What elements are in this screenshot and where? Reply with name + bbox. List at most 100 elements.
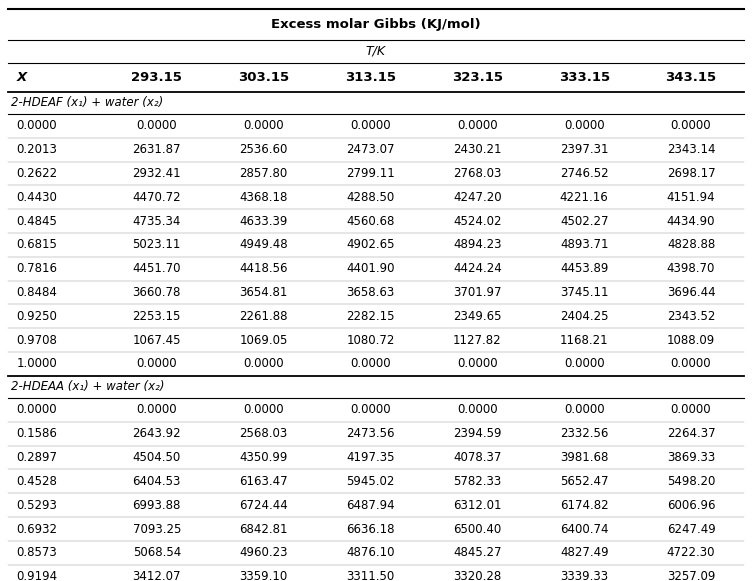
Text: 4078.37: 4078.37 <box>453 451 502 464</box>
Text: 4398.70: 4398.70 <box>667 262 715 275</box>
Text: 4845.27: 4845.27 <box>453 546 502 560</box>
Text: 1.0000: 1.0000 <box>17 357 57 371</box>
Text: 4560.68: 4560.68 <box>346 214 395 228</box>
Text: 2349.65: 2349.65 <box>453 310 502 323</box>
Text: 2394.59: 2394.59 <box>453 427 502 440</box>
Text: 0.6815: 0.6815 <box>17 238 57 252</box>
Text: 4424.24: 4424.24 <box>453 262 502 275</box>
Text: 4633.39: 4633.39 <box>239 214 288 228</box>
Text: 6993.88: 6993.88 <box>132 498 181 512</box>
Text: 6400.74: 6400.74 <box>560 522 608 536</box>
Text: 0.1586: 0.1586 <box>17 427 57 440</box>
Text: 2698.17: 2698.17 <box>667 167 715 180</box>
Text: 5652.47: 5652.47 <box>560 475 608 488</box>
Text: 4453.89: 4453.89 <box>560 262 608 275</box>
Text: 4247.20: 4247.20 <box>453 191 502 204</box>
Text: 4722.30: 4722.30 <box>667 546 715 560</box>
Text: 3412.07: 3412.07 <box>132 570 181 581</box>
Text: 4151.94: 4151.94 <box>667 191 715 204</box>
Text: 4893.71: 4893.71 <box>560 238 608 252</box>
Text: 0.9250: 0.9250 <box>17 310 57 323</box>
Text: 2473.56: 2473.56 <box>346 427 395 440</box>
Text: 0.0000: 0.0000 <box>457 403 498 417</box>
Text: 2799.11: 2799.11 <box>346 167 395 180</box>
Text: 2-HDEAA (x₁) + water (x₂): 2-HDEAA (x₁) + water (x₂) <box>11 381 165 393</box>
Text: 0.4430: 0.4430 <box>17 191 57 204</box>
Text: 4876.10: 4876.10 <box>346 546 395 560</box>
Text: 0.2622: 0.2622 <box>17 167 58 180</box>
Text: 2631.87: 2631.87 <box>132 143 181 156</box>
Text: 0.0000: 0.0000 <box>17 119 57 132</box>
Text: 293.15: 293.15 <box>132 71 182 84</box>
Text: 3658.63: 3658.63 <box>347 286 395 299</box>
Text: 0.0000: 0.0000 <box>244 119 284 132</box>
Text: 6842.81: 6842.81 <box>239 522 288 536</box>
Text: 0.2897: 0.2897 <box>17 451 58 464</box>
Text: 4894.23: 4894.23 <box>453 238 502 252</box>
Text: 6724.44: 6724.44 <box>239 498 288 512</box>
Text: 3257.09: 3257.09 <box>667 570 715 581</box>
Text: 4368.18: 4368.18 <box>239 191 288 204</box>
Text: T/K: T/K <box>366 45 386 58</box>
Text: 3701.97: 3701.97 <box>453 286 502 299</box>
Text: 1069.05: 1069.05 <box>239 333 288 347</box>
Text: 2282.15: 2282.15 <box>346 310 395 323</box>
Text: 2332.56: 2332.56 <box>560 427 608 440</box>
Text: 2430.21: 2430.21 <box>453 143 502 156</box>
Text: 0.0000: 0.0000 <box>136 119 177 132</box>
Text: 5023.11: 5023.11 <box>132 238 181 252</box>
Text: 4960.23: 4960.23 <box>239 546 288 560</box>
Text: 6404.53: 6404.53 <box>132 475 181 488</box>
Text: 3339.33: 3339.33 <box>560 570 608 581</box>
Text: 5945.02: 5945.02 <box>346 475 395 488</box>
Text: 5068.54: 5068.54 <box>132 546 181 560</box>
Text: 2253.15: 2253.15 <box>132 310 181 323</box>
Text: 0.8484: 0.8484 <box>17 286 57 299</box>
Text: 4470.72: 4470.72 <box>132 191 181 204</box>
Text: 3869.33: 3869.33 <box>667 451 715 464</box>
Text: 6174.82: 6174.82 <box>560 498 608 512</box>
Text: 0.0000: 0.0000 <box>350 357 391 371</box>
Text: 2768.03: 2768.03 <box>453 167 502 180</box>
Text: 333.15: 333.15 <box>559 71 610 84</box>
Text: 0.0000: 0.0000 <box>244 403 284 417</box>
Text: 0.5293: 0.5293 <box>17 498 57 512</box>
Text: 4434.90: 4434.90 <box>667 214 715 228</box>
Text: 2404.25: 2404.25 <box>560 310 608 323</box>
Text: 0.9194: 0.9194 <box>17 570 58 581</box>
Text: 4502.27: 4502.27 <box>560 214 608 228</box>
Text: 0.2013: 0.2013 <box>17 143 57 156</box>
Text: 0.0000: 0.0000 <box>564 357 605 371</box>
Text: 0.0000: 0.0000 <box>136 357 177 371</box>
Text: X: X <box>17 71 27 84</box>
Text: 2473.07: 2473.07 <box>346 143 395 156</box>
Text: 4504.50: 4504.50 <box>132 451 181 464</box>
Text: 4350.99: 4350.99 <box>239 451 288 464</box>
Text: 3696.44: 3696.44 <box>667 286 715 299</box>
Text: 3359.10: 3359.10 <box>239 570 288 581</box>
Text: 2746.52: 2746.52 <box>560 167 608 180</box>
Text: 4949.48: 4949.48 <box>239 238 288 252</box>
Text: 5782.33: 5782.33 <box>453 475 502 488</box>
Text: 0.4528: 0.4528 <box>17 475 57 488</box>
Text: 6487.94: 6487.94 <box>346 498 395 512</box>
Text: 0.0000: 0.0000 <box>457 119 498 132</box>
Text: 0.0000: 0.0000 <box>671 357 711 371</box>
Text: 4827.49: 4827.49 <box>560 546 608 560</box>
Text: 313.15: 313.15 <box>345 71 396 84</box>
Text: 3745.11: 3745.11 <box>560 286 608 299</box>
Text: 6500.40: 6500.40 <box>453 522 502 536</box>
Text: 3660.78: 3660.78 <box>132 286 181 299</box>
Text: Excess molar Gibbs (KJ/mol): Excess molar Gibbs (KJ/mol) <box>271 17 481 31</box>
Text: 7093.25: 7093.25 <box>132 522 181 536</box>
Text: 3654.81: 3654.81 <box>239 286 288 299</box>
Text: 0.0000: 0.0000 <box>17 403 57 417</box>
Text: 1168.21: 1168.21 <box>560 333 608 347</box>
Text: 1067.45: 1067.45 <box>132 333 181 347</box>
Text: 2857.80: 2857.80 <box>239 167 288 180</box>
Text: 1127.82: 1127.82 <box>453 333 502 347</box>
Text: 0.0000: 0.0000 <box>671 119 711 132</box>
Text: 3981.68: 3981.68 <box>560 451 608 464</box>
Text: 4735.34: 4735.34 <box>132 214 181 228</box>
Text: 2536.60: 2536.60 <box>239 143 288 156</box>
